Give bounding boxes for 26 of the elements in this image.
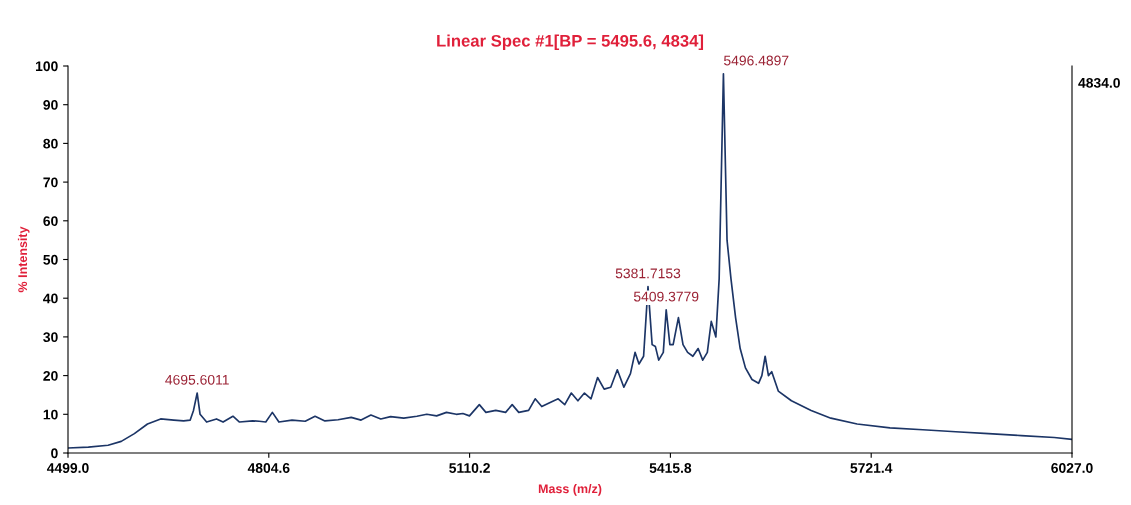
annotation: 5409.3779 — [633, 291, 699, 302]
annotation: 4695.6011 — [165, 374, 229, 385]
y-axis-title: % Intensity — [17, 226, 30, 293]
x-axis-title: Mass (m/z) — [538, 484, 602, 496]
y-tick-label: 10 — [43, 409, 58, 420]
y-tick-label: 20 — [43, 370, 58, 381]
x-tick-label: 6027.0 — [1051, 463, 1093, 473]
chart-title: Linear Spec #1[BP = 5495.6, 4834] — [437, 34, 704, 51]
line-series — [68, 72, 1072, 449]
y-tick-label: 40 — [43, 293, 58, 304]
x-tick-label: 4804.6 — [247, 463, 290, 473]
text: 4834.0 — [1078, 77, 1120, 88]
annotation: 5496.4897 — [723, 55, 789, 66]
x-tick-label: 4499.0 — [46, 463, 89, 473]
y-tick-label: 80 — [43, 138, 58, 149]
x-tick-label: 5721.4 — [850, 463, 893, 473]
y-tick-label: 100 — [35, 61, 58, 72]
y-tick-label: 70 — [43, 177, 58, 188]
y-tick-label: 0 — [51, 448, 58, 459]
x-tick-label: 5110.2 — [449, 463, 490, 473]
annotation: 5381.7153 — [615, 268, 681, 279]
y-tick-label: 50 — [43, 254, 58, 265]
y-tick-label: 60 — [43, 216, 58, 226]
y-tick-label: 90 — [43, 100, 58, 110]
y-tick-label: 30 — [43, 332, 58, 343]
x-tick-label: 5415.8 — [649, 463, 692, 473]
